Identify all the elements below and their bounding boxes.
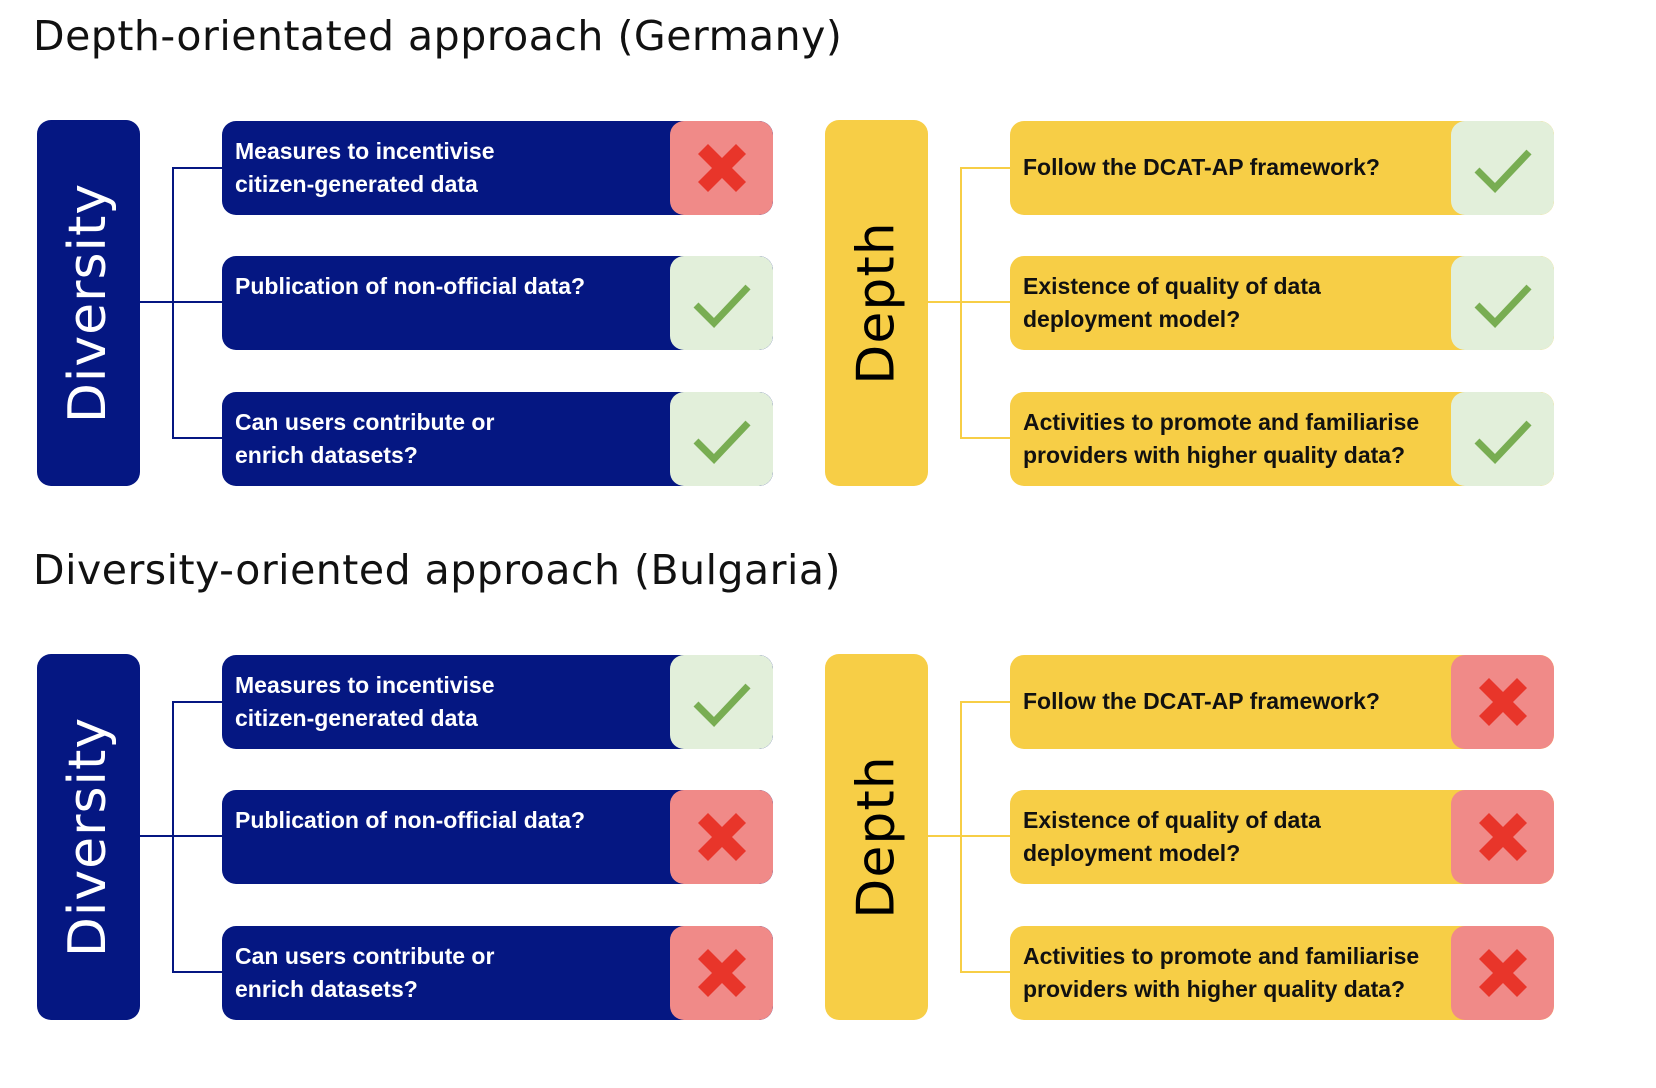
connector-line — [960, 701, 962, 973]
connector-line — [960, 301, 1010, 303]
criterion-text: Publication of non-official data? — [235, 807, 586, 833]
connector-line — [172, 701, 222, 703]
criterion-text: Follow the DCAT-AP framework? — [1023, 154, 1380, 180]
connector-line — [960, 971, 1010, 973]
cross-icon — [697, 813, 746, 861]
status-check — [670, 256, 773, 350]
checkmark-icon — [693, 420, 751, 465]
pillar-label: Diversity — [58, 716, 119, 958]
status-cross — [1451, 926, 1554, 1020]
criterion-row: Can users contribute or enrich datasets? — [222, 392, 773, 486]
checkmark-icon — [1474, 420, 1532, 465]
pillar-label: Diversity — [58, 182, 119, 424]
section-title: Diversity-oriented approach (Bulgaria) — [33, 546, 842, 594]
status-check — [1451, 256, 1554, 350]
connector-line — [960, 437, 1010, 439]
connector-line — [172, 701, 174, 973]
connector-line — [960, 701, 1010, 703]
connector-line — [960, 835, 1010, 837]
cross-icon — [1478, 949, 1527, 997]
connector-line — [139, 835, 174, 837]
pillar-label: Depth — [846, 755, 907, 919]
checkmark-icon — [1474, 149, 1532, 194]
depth-pillar: Depth — [825, 120, 928, 486]
connector-line — [172, 437, 222, 439]
section-bulgaria: Diversity-oriented approach (Bulgaria) D… — [0, 534, 1656, 1068]
connector-line — [172, 301, 222, 303]
criterion-row: Activities to promote and familiarise pr… — [1010, 926, 1554, 1020]
checkmark-icon — [693, 284, 751, 329]
status-check — [1451, 121, 1554, 215]
status-cross — [670, 121, 773, 215]
status-cross — [1451, 790, 1554, 884]
status-check — [670, 655, 773, 749]
criterion-text: Measures to incentivise citizen-generate… — [235, 138, 495, 197]
diversity-pillar: Diversity — [37, 120, 140, 486]
criterion-row: Follow the DCAT-AP framework? — [1010, 121, 1554, 215]
connector-line — [139, 301, 174, 303]
criterion-text: Can users contribute or enrich datasets? — [235, 409, 495, 468]
criterion-text: Can users contribute or enrich datasets? — [235, 943, 495, 1002]
diversity-pillar: Diversity — [37, 654, 140, 1020]
criterion-row: Existence of quality of data deployment … — [1010, 790, 1554, 884]
section-title: Depth-orientated approach (Germany) — [33, 12, 843, 60]
connector-line — [960, 167, 962, 439]
status-check — [670, 392, 773, 486]
criterion-row: Activities to promote and familiarise pr… — [1010, 392, 1554, 486]
connector-line — [172, 835, 222, 837]
cross-icon — [1478, 678, 1527, 726]
checkmark-icon — [1474, 284, 1532, 329]
criterion-row: Measures to incentivise citizen-generate… — [222, 655, 773, 749]
connector-line — [927, 835, 962, 837]
pillar-label: Depth — [846, 221, 907, 385]
depth-pillar: Depth — [825, 654, 928, 1020]
criterion-row: Can users contribute or enrich datasets? — [222, 926, 773, 1020]
checkmark-icon — [693, 683, 751, 728]
criterion-text: Activities to promote and familiarise pr… — [1023, 409, 1420, 468]
status-cross — [1451, 655, 1554, 749]
cross-icon — [697, 949, 746, 997]
connector-line — [927, 301, 962, 303]
criterion-row: Publication of non-official data? — [222, 256, 773, 350]
criterion-row: Publication of non-official data? — [222, 790, 773, 884]
cross-icon — [1478, 813, 1527, 861]
criterion-row: Measures to incentivise citizen-generate… — [222, 121, 773, 215]
criterion-text: Existence of quality of data deployment … — [1023, 273, 1321, 332]
connector-line — [960, 167, 1010, 169]
criterion-text: Measures to incentivise citizen-generate… — [235, 672, 495, 731]
section-germany: Depth-orientated approach (Germany) Dive… — [0, 0, 1656, 534]
criterion-text: Follow the DCAT-AP framework? — [1023, 688, 1380, 714]
status-cross — [670, 926, 773, 1020]
criterion-row: Follow the DCAT-AP framework? — [1010, 655, 1554, 749]
criterion-text: Existence of quality of data deployment … — [1023, 807, 1321, 866]
connector-line — [172, 167, 222, 169]
connector-line — [172, 971, 222, 973]
connector-line — [172, 167, 174, 439]
cross-icon — [697, 144, 746, 192]
status-check — [1451, 392, 1554, 486]
criterion-text: Activities to promote and familiarise pr… — [1023, 943, 1420, 1002]
status-cross — [670, 790, 773, 884]
criterion-text: Publication of non-official data? — [235, 273, 586, 299]
criterion-row: Existence of quality of data deployment … — [1010, 256, 1554, 350]
